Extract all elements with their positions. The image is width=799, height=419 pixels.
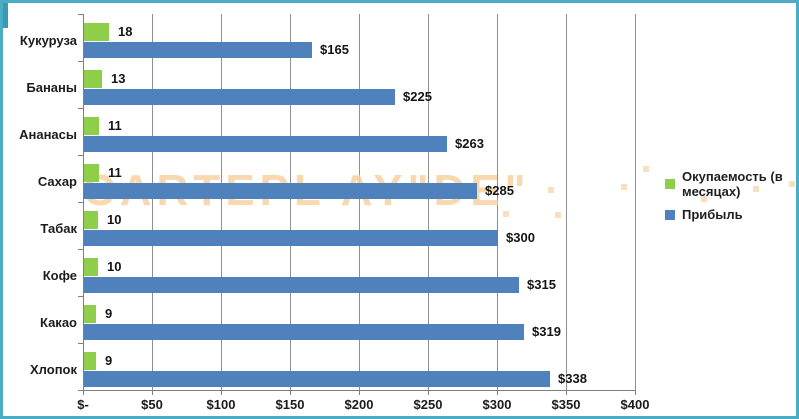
- payback-bar: [84, 23, 109, 41]
- x-axis-tick: [221, 390, 222, 395]
- legend-label-payback: Окупаемость (в месяцах): [682, 169, 783, 199]
- profit-bar: [84, 324, 524, 340]
- category-label: Кофе: [42, 268, 77, 283]
- x-axis-tick-label: $50: [141, 397, 163, 412]
- payback-bar: [84, 352, 96, 370]
- x-axis-tick-label: $-: [77, 397, 89, 412]
- x-axis-tick-label: $200: [344, 397, 374, 412]
- legend-item-payback: Окупаемость (в месяцах): [665, 169, 796, 199]
- y-axis-tick: [78, 155, 83, 156]
- x-axis-tick-label: $300: [482, 397, 512, 412]
- watermark-dot: [555, 212, 561, 218]
- payback-value-label: 10: [107, 259, 122, 274]
- watermark-dot: [621, 184, 627, 190]
- category-label: Табак: [40, 221, 77, 236]
- watermark-dot: [503, 211, 509, 217]
- payback-value-label: 13: [111, 71, 126, 86]
- gridline: [152, 14, 153, 390]
- gridline: [497, 14, 498, 390]
- profit-bar: [84, 183, 477, 199]
- profit-value-label: $338: [558, 371, 587, 386]
- watermark-dot: [701, 196, 707, 202]
- profit-value-label: $165: [320, 42, 349, 57]
- x-axis-tick-label: $250: [413, 397, 443, 412]
- x-axis-tick-label: $350: [551, 397, 581, 412]
- watermark-dot: [548, 187, 554, 193]
- x-axis-tick-label: $100: [206, 397, 236, 412]
- x-axis-tick: [83, 390, 84, 395]
- x-axis-tick: [497, 390, 498, 395]
- payback-bar: [84, 305, 96, 323]
- x-axis-tick: [635, 390, 636, 395]
- payback-value-label: 10: [107, 212, 122, 227]
- payback-bar: [84, 258, 98, 276]
- x-axis-tick-label: $400: [620, 397, 650, 412]
- profit-value-label: $285: [485, 183, 514, 198]
- y-axis-tick: [78, 108, 83, 109]
- legend-item-profit: Прибыль: [665, 207, 796, 222]
- gridline: [566, 14, 567, 390]
- profit-bar: [84, 230, 498, 246]
- gridline: [221, 14, 222, 390]
- profit-value-label: $319: [532, 324, 561, 339]
- y-axis-tick: [78, 14, 83, 15]
- gridline: [635, 14, 636, 390]
- payback-bar: [84, 117, 99, 135]
- watermark-dot: [753, 186, 759, 192]
- legend-swatch-profit-icon: [665, 209, 675, 220]
- profit-bar: [84, 89, 395, 105]
- y-axis-tick: [78, 343, 83, 344]
- category-label: Бананы: [26, 80, 77, 95]
- profit-value-label: $225: [403, 89, 432, 104]
- gridline: [359, 14, 360, 390]
- y-axis-tick: [78, 390, 83, 391]
- x-axis-tick-label: $150: [275, 397, 305, 412]
- profit-bar: [84, 371, 550, 387]
- payback-bar: [84, 164, 99, 182]
- profit-value-label: $263: [455, 136, 484, 151]
- category-label: Какао: [39, 315, 77, 330]
- category-label: Кукуруза: [19, 33, 77, 48]
- legend-swatch-payback-icon: [665, 179, 675, 189]
- y-axis-tick: [78, 249, 83, 250]
- legend-label-profit: Прибыль: [682, 207, 743, 222]
- watermark-dot: [643, 166, 649, 172]
- payback-value-label: 18: [118, 24, 133, 39]
- profit-bar: [84, 277, 519, 293]
- payback-bar: [84, 70, 102, 88]
- profit-value-label: $300: [506, 230, 535, 245]
- y-axis-line: [83, 14, 84, 390]
- profit-bar: [84, 136, 447, 152]
- category-label: Хлопок: [30, 362, 77, 377]
- corner-accent: [3, 3, 8, 28]
- legend: Окупаемость (в месяцах) Прибыль: [665, 169, 796, 230]
- profit-bar: [84, 42, 312, 58]
- profit-value-label: $315: [527, 277, 556, 292]
- x-axis-line: [83, 390, 636, 391]
- x-axis-tick: [359, 390, 360, 395]
- y-axis-tick: [78, 202, 83, 203]
- y-axis-tick: [78, 61, 83, 62]
- x-axis-tick: [152, 390, 153, 395]
- payback-value-label: 11: [108, 118, 122, 133]
- x-axis-tick: [566, 390, 567, 395]
- payback-value-label: 11: [108, 165, 122, 180]
- watermark-dot: [789, 181, 795, 187]
- category-label: Ананасы: [19, 127, 77, 142]
- category-label: Сахар: [37, 174, 77, 189]
- payback-bar: [84, 211, 98, 229]
- x-axis-tick: [428, 390, 429, 395]
- x-axis-tick: [290, 390, 291, 395]
- gridline: [290, 14, 291, 390]
- gridline: [428, 14, 429, 390]
- y-axis-tick: [78, 296, 83, 297]
- payback-value-label: 9: [105, 306, 113, 321]
- payback-value-label: 9: [105, 353, 113, 368]
